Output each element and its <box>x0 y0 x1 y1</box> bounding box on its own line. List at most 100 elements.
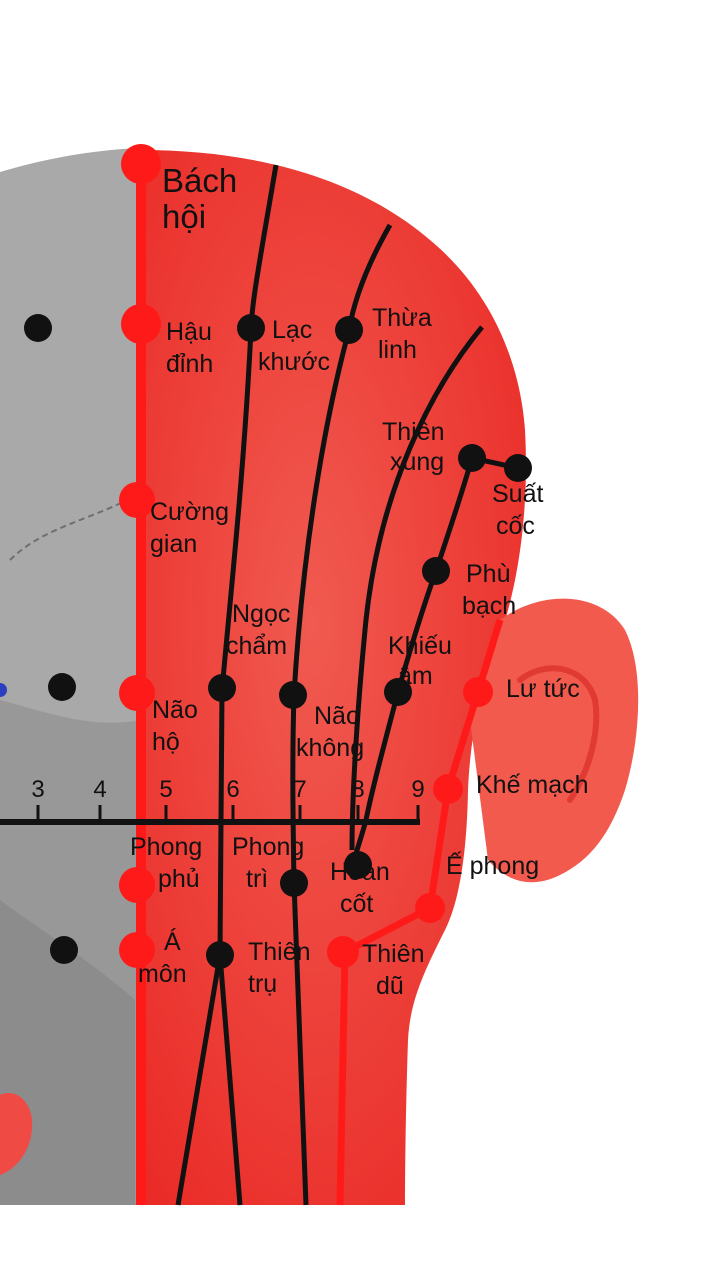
acupoint-dot-thien-tru <box>206 941 234 969</box>
scale-tick-label-6: 6 <box>226 776 239 803</box>
acupoint-label-phong-phu-1: Phong <box>130 833 202 861</box>
acupoint-dot-cuong-gian <box>119 482 155 518</box>
acupoint-thua-linh: Thừa linh <box>335 304 432 364</box>
acupoint-label-hau-dinh-1: Hậu <box>166 318 212 346</box>
acupoint-label-phong-tri-1: Phong <box>232 833 304 861</box>
acupoint-label-bach-hoi-2: hội <box>162 198 206 235</box>
skull-suture-line <box>9 494 136 561</box>
acupoint-nao-khong: Não không <box>279 681 364 762</box>
acupoint-label-thien-du-2: dũ <box>376 972 404 1000</box>
acupoint-label-nao-khong-1: Não <box>314 702 360 730</box>
acupoint-dot-suat-coc <box>504 454 532 482</box>
neck-cross-line-right <box>217 954 243 1206</box>
acupoint-label-suat-coc-2: cốc <box>496 512 535 540</box>
acupoint-cuong-gian: Cường gian <box>119 482 229 558</box>
acupoint-label-cuong-gian-2: gian <box>150 530 197 558</box>
unlabeled-skull-dots <box>0 314 78 964</box>
acupoint-label-thien-xung-1: Thiên <box>382 418 445 446</box>
scale-tick-label-8: 8 <box>351 776 364 803</box>
acupoint-label-lac-khuoc-1: Lạc <box>272 316 312 344</box>
acupoint-label-phu-bach-1: Phù <box>466 560 510 588</box>
acupoint-lu-tuc: Lư tức <box>463 675 580 707</box>
acupoint-label-cuong-gian-1: Cường <box>150 498 229 526</box>
acupoint-dot-ngoc-cham <box>208 674 236 702</box>
neck-cross-line-left <box>175 954 223 1206</box>
acupoint-dot-hau-dinh <box>121 304 161 344</box>
acupoint-dot-thien-xung <box>458 444 486 472</box>
acupoint-label-lu-tuc-1: Lư tức <box>506 675 580 703</box>
scalp-red-area <box>140 150 639 1205</box>
scalp-outline <box>140 150 526 1205</box>
skull-dot-middle <box>48 673 76 701</box>
acupoint-phong-phu: Phong phủ <box>119 833 202 903</box>
scale-tick-label-4: 4 <box>93 776 106 803</box>
acupoint-label-e-phong-1: Ế phong <box>446 851 539 880</box>
acupoint-dot-phong-phu <box>119 867 155 903</box>
acupoint-label-thua-linh-1: Thừa <box>372 304 432 332</box>
acupoint-label-nao-khong-2: không <box>296 734 364 762</box>
ear-inner-fold <box>517 665 600 803</box>
acupoint-thien-tru: Thiên trụ <box>206 938 311 998</box>
acupoint-label-hau-dinh-2: đỉnh <box>166 350 213 378</box>
acupoint-lac-khuoc: Lạc khước <box>237 314 330 376</box>
acupoint-khe-mach: Khế mạch <box>433 771 589 804</box>
acupoint-dot-phong-tri <box>280 869 308 897</box>
acupoint-label-a-mon-2: môn <box>138 960 187 988</box>
acupoint-dot-phu-bach <box>422 557 450 585</box>
acupoint-phu-bach: Phù bạch <box>422 557 516 620</box>
gallbladder-temporal-line <box>349 325 484 851</box>
acupoint-label-hoan-cot-2: cốt <box>340 890 373 918</box>
acupoint-ngoc-cham: Ngọc chẩm <box>208 600 290 702</box>
scale-tick-label-5: 5 <box>159 776 172 803</box>
acupoint-dot-e-phong <box>415 893 445 923</box>
skull-dot-lower <box>50 936 78 964</box>
acupoint-dot-thien-du <box>327 936 359 968</box>
skull-bone-area <box>0 148 140 1205</box>
skull-dot-upper <box>24 314 52 342</box>
acupoint-label-phong-phu-2: phủ <box>158 865 200 893</box>
scale-tick-label-7: 7 <box>293 776 306 803</box>
acupoint-dot-lu-tuc <box>463 677 493 707</box>
acupoint-label-a-mon-1: Á <box>164 927 181 956</box>
acupoint-label-ngoc-cham-2: chẩm <box>226 632 287 660</box>
acupoint-label-khieu-am-2: âm <box>398 662 433 690</box>
acupoint-hoan-cot: Hoàn cốt <box>330 851 390 918</box>
acupoint-label-thien-du-1: Thiên <box>362 940 425 968</box>
acupoint-hau-dinh: Hậu đỉnh <box>121 304 213 378</box>
acupoint-suat-coc: Suất cốc <box>492 454 543 540</box>
acupoint-dot-lac-khuoc <box>237 314 265 342</box>
acupoint-label-ngoc-cham-1: Ngọc <box>232 600 290 628</box>
acupoint-dot-a-mon <box>119 932 155 968</box>
acupoint-dot-nao-khong <box>279 681 307 709</box>
acupoint-label-thien-xung-2: xung <box>390 448 444 476</box>
acupoint-label-nao-ho-2: hộ <box>152 728 180 756</box>
proportional-scale-bar: 3 4 5 6 7 8 9 <box>0 776 425 825</box>
acupoint-phong-tri: Phong trì <box>232 833 308 897</box>
acupoint-label-thua-linh-2: linh <box>378 336 417 364</box>
acupoint-dot-hoan-cot <box>344 851 372 879</box>
acupoint-label-suat-coc-1: Suất <box>492 480 543 508</box>
acupoint-label-phong-tri-2: trì <box>246 865 268 893</box>
acupoint-thien-du: Thiên dũ <box>327 936 425 1000</box>
acupoint-dot-thua-linh <box>335 316 363 344</box>
acupoint-dot-khieu-am <box>384 678 412 706</box>
skull-edge-marker <box>0 683 7 697</box>
acupoint-label-thien-tru-1: Thiên <box>248 938 311 966</box>
acupoint-label-phu-bach-2: bạch <box>462 592 516 620</box>
acupoint-label-khe-mach-1: Khế mạch <box>476 771 589 799</box>
scale-tick-label-3: 3 <box>31 776 44 803</box>
acupoint-label-lac-khuoc-2: khước <box>258 348 330 376</box>
cervical-vertebra-shadow <box>0 900 135 1205</box>
acupoint-label-khieu-am-1: Khiếu <box>388 632 452 660</box>
ear-outline <box>470 598 639 883</box>
acupoint-dot-bach-hoi <box>121 144 161 184</box>
bladder-channel-inner-line <box>217 164 279 956</box>
acupoint-e-phong: Ế phong <box>415 851 539 923</box>
acupoint-label-bach-hoi-1: Bách <box>162 162 237 199</box>
acupoint-nao-ho: Não hộ <box>119 675 198 756</box>
